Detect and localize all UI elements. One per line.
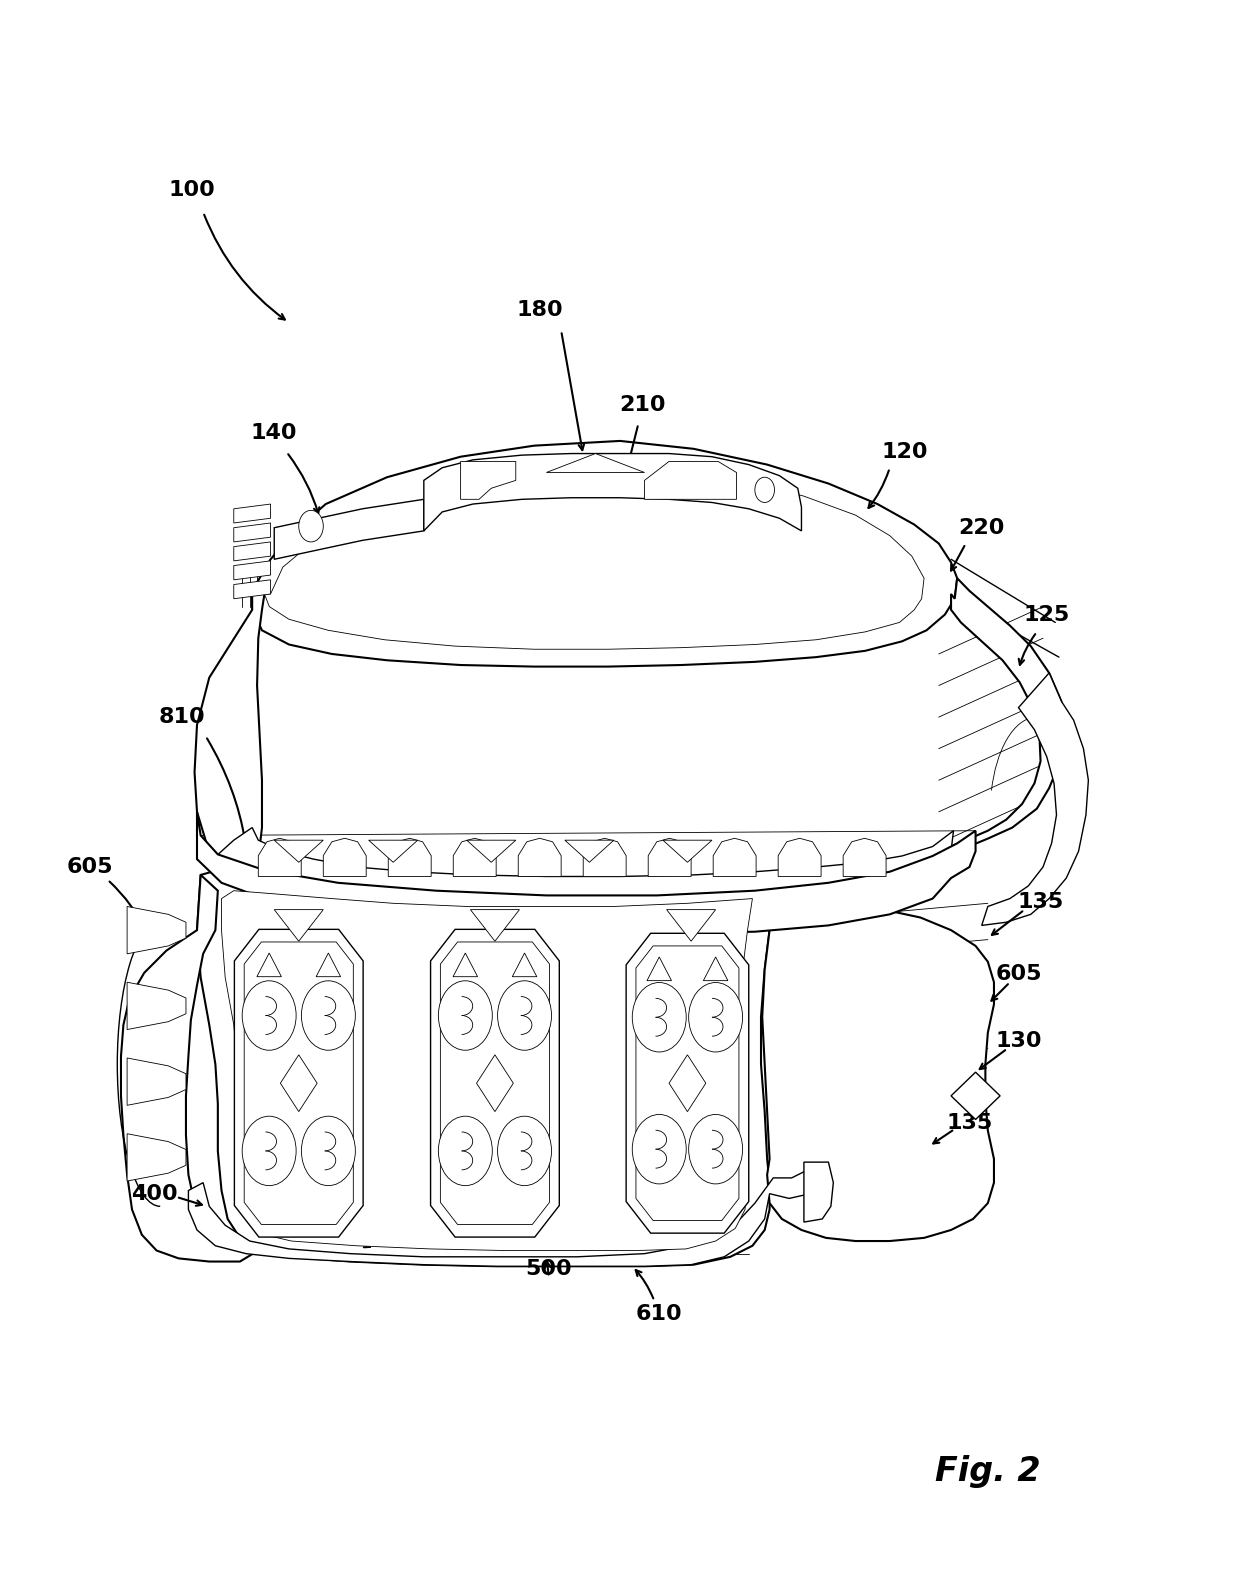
- Polygon shape: [128, 1059, 186, 1105]
- Text: 210: 210: [619, 395, 666, 414]
- Text: 400: 400: [130, 1184, 177, 1204]
- Polygon shape: [128, 906, 186, 954]
- Text: 500: 500: [526, 1259, 572, 1280]
- Polygon shape: [274, 500, 424, 559]
- Polygon shape: [763, 872, 994, 1242]
- Polygon shape: [440, 942, 549, 1224]
- Polygon shape: [626, 933, 749, 1234]
- Polygon shape: [234, 930, 363, 1237]
- Text: 130: 130: [996, 1030, 1042, 1051]
- Polygon shape: [779, 839, 821, 877]
- Polygon shape: [234, 560, 270, 579]
- Circle shape: [301, 981, 356, 1051]
- Circle shape: [242, 981, 296, 1051]
- Text: 100: 100: [169, 180, 216, 201]
- Polygon shape: [926, 578, 1064, 884]
- Polygon shape: [518, 839, 562, 877]
- Polygon shape: [565, 841, 614, 863]
- Polygon shape: [188, 1167, 831, 1266]
- Polygon shape: [470, 909, 520, 941]
- Polygon shape: [195, 591, 264, 884]
- Polygon shape: [804, 1162, 833, 1223]
- Polygon shape: [234, 524, 270, 541]
- Text: 605: 605: [67, 856, 114, 877]
- Polygon shape: [213, 828, 954, 907]
- Text: 605: 605: [996, 965, 1042, 984]
- Polygon shape: [547, 454, 645, 473]
- Polygon shape: [649, 839, 691, 877]
- Text: 810: 810: [159, 707, 206, 728]
- Text: 125: 125: [1023, 605, 1070, 624]
- Polygon shape: [663, 841, 712, 863]
- Circle shape: [299, 511, 324, 541]
- Polygon shape: [324, 839, 366, 877]
- Polygon shape: [234, 541, 270, 560]
- Polygon shape: [197, 812, 976, 933]
- Polygon shape: [454, 839, 496, 877]
- Polygon shape: [258, 839, 301, 877]
- Polygon shape: [252, 441, 957, 667]
- Text: 180: 180: [517, 299, 564, 320]
- Circle shape: [688, 982, 743, 1052]
- Circle shape: [439, 981, 492, 1051]
- Polygon shape: [512, 954, 537, 977]
- Text: 135: 135: [946, 1113, 992, 1132]
- Polygon shape: [583, 839, 626, 877]
- Text: 610: 610: [636, 1304, 682, 1323]
- Text: Fig. 2: Fig. 2: [935, 1455, 1040, 1489]
- Polygon shape: [274, 909, 324, 941]
- Polygon shape: [316, 954, 341, 977]
- Polygon shape: [460, 462, 516, 500]
- Polygon shape: [430, 930, 559, 1237]
- Polygon shape: [280, 1055, 317, 1111]
- Polygon shape: [264, 473, 924, 650]
- Circle shape: [242, 1116, 296, 1186]
- Polygon shape: [453, 954, 477, 977]
- Circle shape: [632, 982, 686, 1052]
- Polygon shape: [647, 957, 672, 981]
- Text: 120: 120: [882, 443, 928, 462]
- Polygon shape: [234, 579, 270, 599]
- Polygon shape: [476, 1055, 513, 1111]
- Polygon shape: [424, 454, 801, 530]
- Polygon shape: [122, 876, 258, 1261]
- Polygon shape: [636, 946, 739, 1221]
- Polygon shape: [951, 1071, 1001, 1119]
- Polygon shape: [128, 1134, 186, 1181]
- Circle shape: [755, 478, 775, 503]
- Polygon shape: [843, 839, 887, 877]
- Polygon shape: [982, 673, 1089, 925]
- Text: 135: 135: [1018, 892, 1064, 912]
- Text: 220: 220: [959, 517, 1004, 538]
- Polygon shape: [128, 982, 186, 1030]
- Polygon shape: [667, 909, 715, 941]
- Circle shape: [688, 1114, 743, 1184]
- Polygon shape: [197, 871, 777, 1266]
- Polygon shape: [222, 890, 753, 1250]
- Polygon shape: [234, 505, 270, 524]
- Circle shape: [497, 1116, 552, 1186]
- Text: 600: 600: [315, 1224, 361, 1245]
- Polygon shape: [257, 954, 281, 977]
- Polygon shape: [645, 462, 737, 500]
- Circle shape: [632, 1114, 686, 1184]
- Polygon shape: [703, 957, 728, 981]
- Circle shape: [301, 1116, 356, 1186]
- Circle shape: [497, 981, 552, 1051]
- Polygon shape: [274, 841, 324, 863]
- Polygon shape: [670, 1055, 706, 1111]
- Polygon shape: [368, 841, 418, 863]
- Circle shape: [439, 1116, 492, 1186]
- Polygon shape: [713, 839, 756, 877]
- Polygon shape: [244, 942, 353, 1224]
- Polygon shape: [466, 841, 516, 863]
- Text: 140: 140: [250, 423, 298, 443]
- Polygon shape: [388, 839, 432, 877]
